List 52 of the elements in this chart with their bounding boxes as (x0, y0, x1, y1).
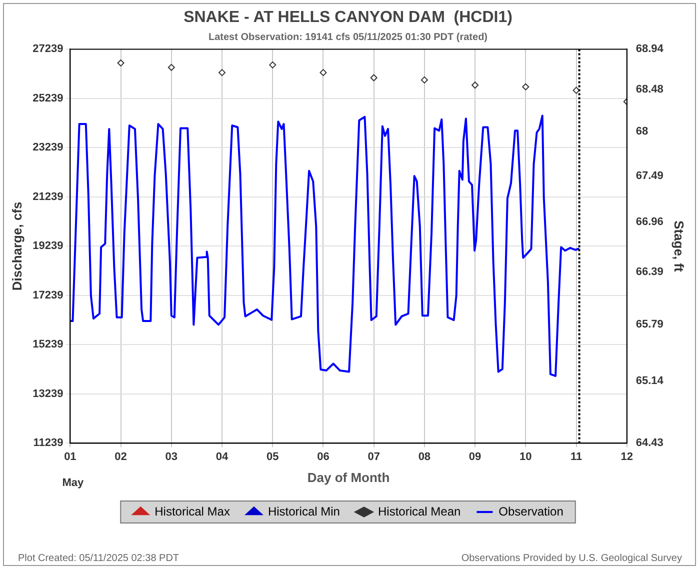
y-tick-label: 13239 (32, 388, 64, 400)
x-tick-label: 01 (64, 450, 76, 463)
point (168, 64, 175, 71)
legend-label: Historical Mean (378, 504, 461, 518)
x-tick-label: 06 (317, 450, 330, 463)
x-tick-label: 02 (114, 450, 127, 463)
x-axis-title: Day of Month (307, 470, 390, 485)
x-tick-label: 10 (520, 450, 532, 463)
x-tick-label: 11 (570, 450, 582, 463)
y-tick-label: 17239 (32, 289, 64, 302)
y-tick-label: 15239 (32, 338, 64, 351)
y-tick-label: 11239 (33, 437, 64, 450)
y-tick-label: 23239 (32, 142, 64, 154)
point (320, 69, 327, 76)
point (522, 83, 530, 90)
y2-tick-label: 64.43 (636, 437, 664, 450)
y-tick-label: 27239 (32, 43, 64, 56)
y2-tick-label: 66.96 (636, 216, 664, 228)
point (420, 76, 428, 84)
chart-subtitle: Latest Observation: 19141 cfs 05/11/2025 01:30 PDT (rated) (208, 32, 488, 43)
text: Observations Provided by U.S. Geological Survey (461, 552, 682, 564)
point (472, 82, 479, 89)
chart-title: SNAKE - AT HELLS CANYON DAM (HCDI1) (184, 9, 512, 26)
x-tick-label: 03 (165, 450, 178, 463)
y2-tick-label: 67.49 (636, 170, 664, 182)
x-tick-label: 08 (418, 450, 431, 463)
y2-tick-label: 65.14 (636, 375, 664, 388)
x-tick-label: 12 (620, 450, 633, 463)
point (117, 59, 124, 66)
x-tick-label: 07 (368, 450, 380, 463)
y2-tick-label: 68.94 (636, 43, 664, 56)
x-tick-label: 05 (266, 450, 279, 463)
point (269, 61, 276, 68)
text: May (62, 477, 84, 490)
legend-label: Historical Max (154, 504, 230, 518)
y2-tick-label: 65.79 (636, 318, 664, 330)
y2-axis-title: Stage, ft (672, 220, 687, 273)
y2-tick-label: 68 (636, 125, 648, 138)
point (370, 74, 378, 82)
text: Plot Created: 05/11/2025 02:38 PDT (18, 552, 180, 564)
y2-tick-label: 68.48 (636, 83, 664, 96)
legend-label: Historical Min (268, 504, 340, 518)
y-tick-label: 19239 (32, 240, 64, 252)
x-tick-label: 09 (468, 450, 482, 463)
y-tick-label: 25239 (32, 92, 64, 104)
y-tick-label: 21239 (32, 190, 64, 203)
x-tick-label: 04 (216, 450, 230, 463)
legend-label: Observation (498, 504, 564, 518)
y2-tick-label: 66.39 (636, 266, 664, 278)
point (572, 86, 580, 94)
point (218, 69, 226, 76)
y-axis-title: Discharge, cfs (9, 202, 24, 291)
